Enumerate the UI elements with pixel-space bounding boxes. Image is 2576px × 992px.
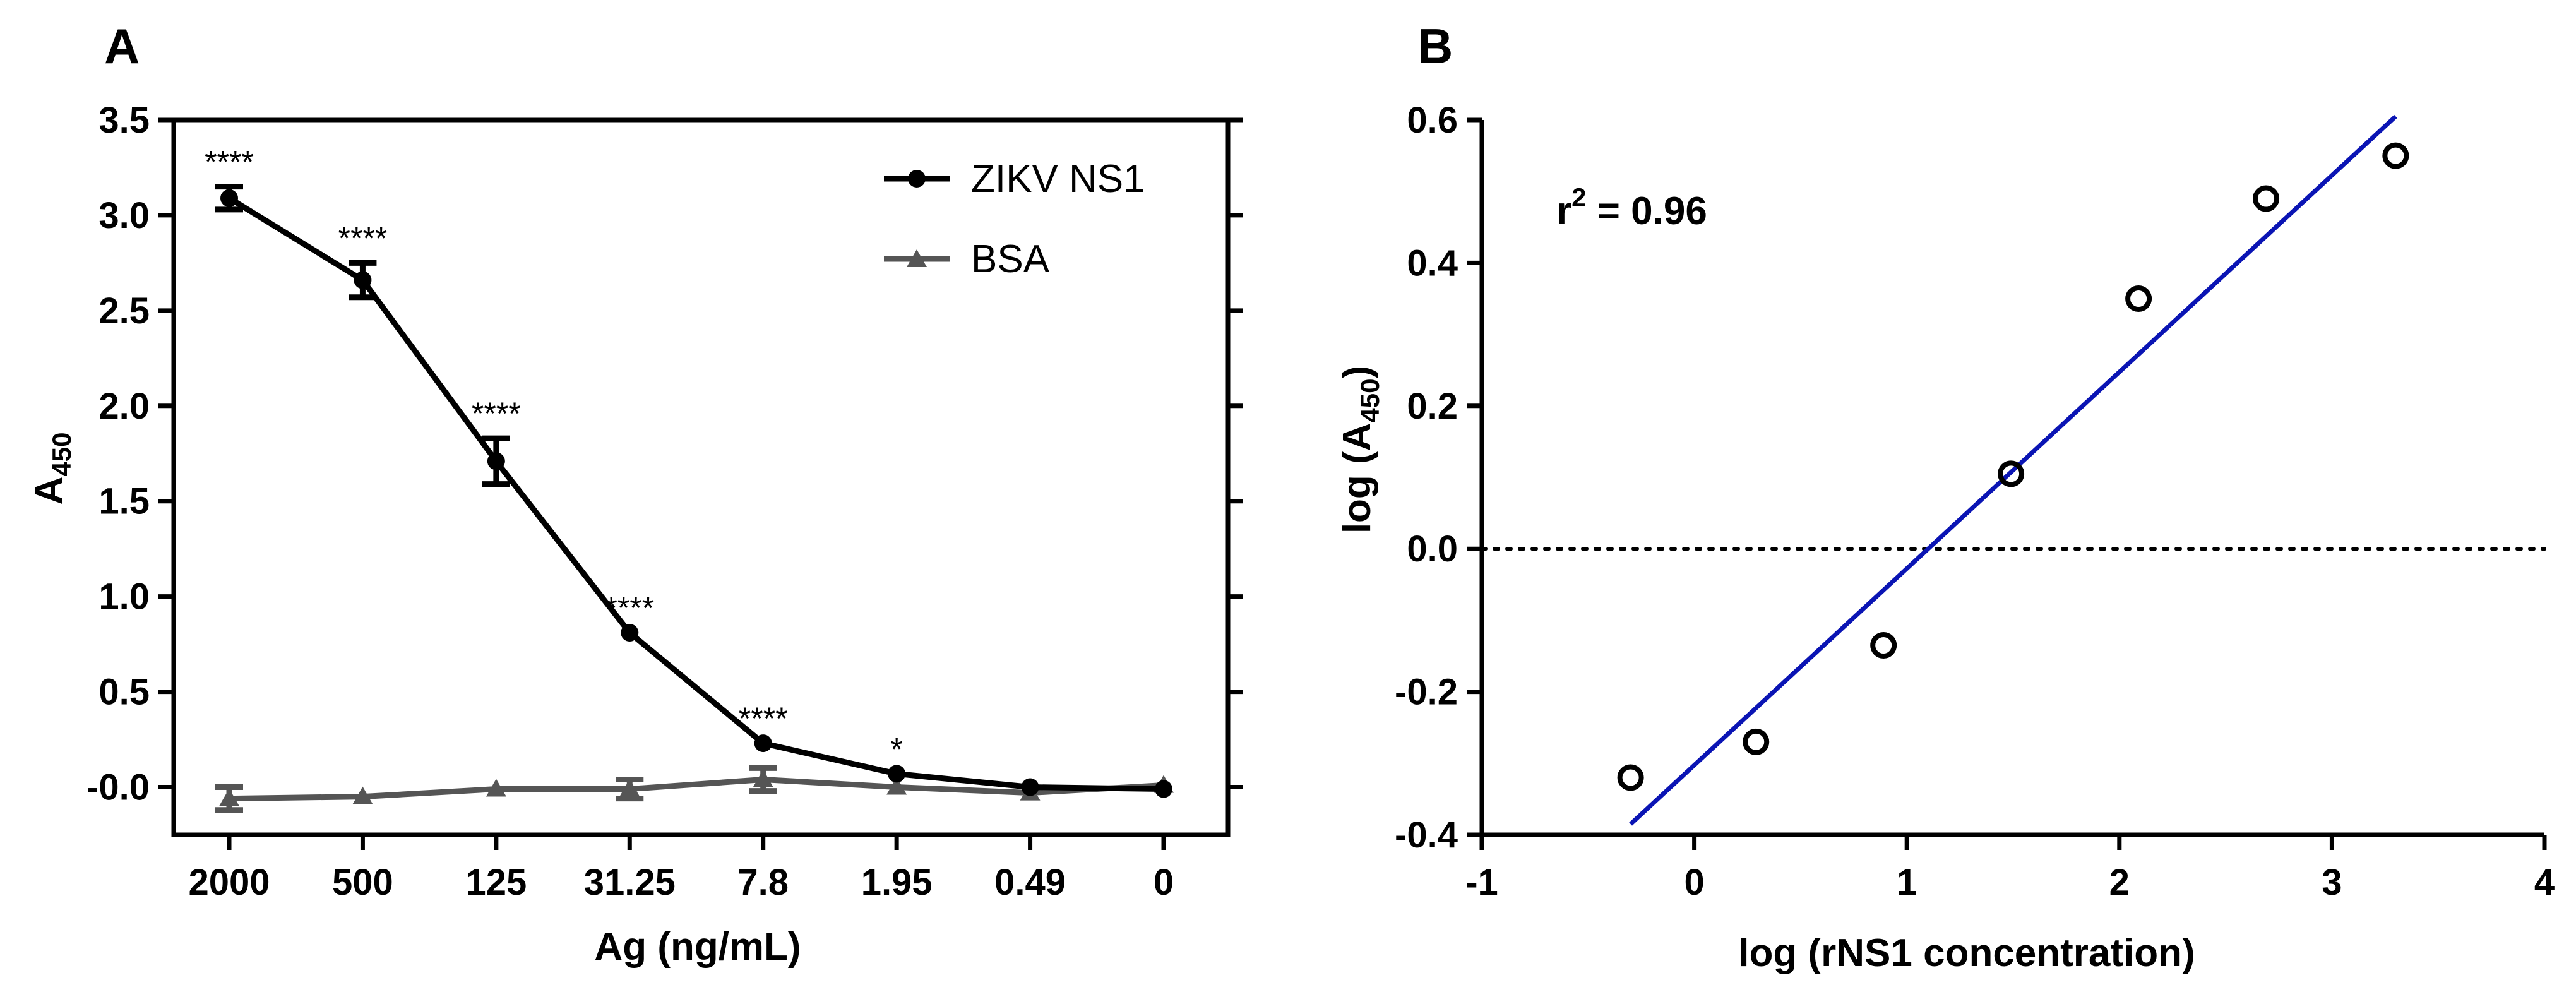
panel-a-series bbox=[219, 189, 1174, 806]
scatter-point bbox=[1870, 632, 1897, 659]
significance-label: **** bbox=[739, 701, 788, 736]
data-point-zikv bbox=[1155, 780, 1172, 798]
panel-b-y-tick-label: -0.4 bbox=[1395, 815, 1458, 856]
panel-b-fit-line bbox=[1629, 114, 2397, 826]
panel-b-letter: B bbox=[1417, 18, 1453, 74]
panel-a-y-tick-label: 0.5 bbox=[98, 672, 150, 713]
panel-a-significance-labels: ********************* bbox=[205, 145, 903, 767]
legend-label-zikv: ZIKV NS1 bbox=[971, 157, 1145, 201]
panel-b-y-tick-label: 0.4 bbox=[1407, 242, 1458, 284]
scatter-point bbox=[2125, 285, 2152, 312]
panel-b-axes: -0.4 -0.2 0.0 0.2 0.4 0.6 -1 0 1 2 3 4 bbox=[1395, 100, 2555, 903]
panel-b-x-tick-label: 1 bbox=[1897, 862, 1917, 903]
panel-a-y-tick-label: 1.5 bbox=[98, 481, 150, 522]
panel-a-x-tick-label: 0.49 bbox=[994, 862, 1066, 903]
panel-a-x-tick-label: 500 bbox=[332, 862, 393, 903]
panel-b-points bbox=[1617, 142, 2409, 791]
data-point-bsa bbox=[352, 786, 373, 804]
data-point-bsa bbox=[886, 777, 907, 795]
scatter-point bbox=[1998, 460, 2025, 487]
legend-marker-zikv bbox=[908, 170, 926, 188]
panel-a-x-tick-label: 7.8 bbox=[737, 862, 789, 903]
data-point-zikv bbox=[220, 189, 238, 207]
panel-b-y-tick-label: 0.2 bbox=[1407, 386, 1458, 427]
panel-a-y-tick-label: 2.5 bbox=[98, 290, 150, 332]
panel-a-frame bbox=[171, 117, 1231, 837]
panel-a-legend: ZIKV NS1 BSA bbox=[884, 157, 1145, 281]
data-point-bsa bbox=[486, 779, 506, 797]
panel-a-axes: -0.0 0.5 1.0 1.5 2.0 2.5 3.0 3.5 2000 500 125 31.25… bbox=[86, 100, 1243, 903]
series-line-zikv bbox=[227, 195, 1164, 792]
legend-label-bsa: BSA bbox=[971, 237, 1050, 281]
panel-a-y-tick-label: 2.0 bbox=[98, 386, 150, 427]
data-point-zikv bbox=[754, 734, 772, 753]
legend-marker-bsa bbox=[907, 249, 927, 267]
panel-a-error-bars bbox=[215, 184, 777, 813]
panel-a-y-tick-label: -0.0 bbox=[86, 767, 150, 808]
panel-b-x-tick-label: 4 bbox=[2534, 862, 2555, 903]
panel-b-y-axis-title: log (A450) bbox=[1335, 366, 1385, 534]
panel-b-x-tick-label: -1 bbox=[1465, 862, 1498, 903]
panel-a-x-tick-label: 0 bbox=[1154, 862, 1174, 903]
panel-a-x-tick-label: 125 bbox=[465, 862, 527, 903]
scatter-point bbox=[2382, 142, 2409, 169]
panel-b-x-axis-title: log (rNS1 concentration) bbox=[1738, 931, 2195, 975]
panel-b-y-tick-label: 0.0 bbox=[1407, 529, 1458, 570]
significance-label: **** bbox=[472, 396, 521, 431]
panel-a-x-tick-label: 1.95 bbox=[861, 862, 933, 903]
panel-a-x-tick-label: 31.25 bbox=[584, 862, 676, 903]
data-point-zikv bbox=[354, 271, 372, 289]
scatter-point bbox=[1743, 728, 1770, 755]
panel-b-y-tick-label: -0.2 bbox=[1395, 672, 1458, 713]
significance-label: **** bbox=[205, 145, 254, 180]
series-line-bsa bbox=[229, 776, 1164, 802]
significance-label: **** bbox=[605, 590, 654, 626]
data-point-bsa bbox=[753, 769, 773, 787]
regression-line bbox=[1629, 114, 2397, 826]
panel-a-chart: A -0.0 0.5 1.0 1.5 2.0 2.5 3.0 3.5 2000 500 125 31.… bbox=[27, 18, 1243, 969]
panel-a-letter: A bbox=[104, 18, 140, 74]
scatter-point bbox=[1617, 764, 1644, 791]
data-point-bsa bbox=[619, 779, 640, 797]
data-point-zikv bbox=[621, 624, 639, 642]
panel-a-x-tick-label: 2000 bbox=[188, 862, 270, 903]
data-point-bsa bbox=[219, 788, 239, 806]
panel-b-x-tick-label: 2 bbox=[2109, 862, 2130, 903]
panel-b-r-squared: r2 = 0.96 bbox=[1556, 182, 1707, 233]
significance-label: * bbox=[890, 731, 902, 767]
panel-a-y-tick-label: 3.5 bbox=[98, 100, 150, 141]
data-point-zikv bbox=[1021, 778, 1039, 796]
panel-b-y-tick-label: 0.6 bbox=[1407, 100, 1458, 141]
panel-b-chart: B -0.4-0.20.00.20.40.6-1 0 1 2 3 4 r2 = 0.96 … bbox=[1335, 18, 2555, 975]
significance-label: **** bbox=[338, 220, 388, 256]
panel-b-x-tick-label: 0 bbox=[1684, 862, 1704, 903]
data-point-zikv bbox=[888, 765, 906, 783]
panel-a-y-tick-label: 3.0 bbox=[98, 195, 150, 236]
scatter-point bbox=[2253, 185, 2280, 212]
panel-a-y-tick-label: 1.0 bbox=[98, 577, 150, 618]
panel-a-x-axis-title: Ag (ng/mL) bbox=[594, 925, 801, 969]
data-point-zikv bbox=[487, 452, 505, 470]
panel-a-y-axis-title: A450 bbox=[27, 433, 76, 505]
panel-b-x-tick-label: 3 bbox=[2322, 862, 2342, 903]
